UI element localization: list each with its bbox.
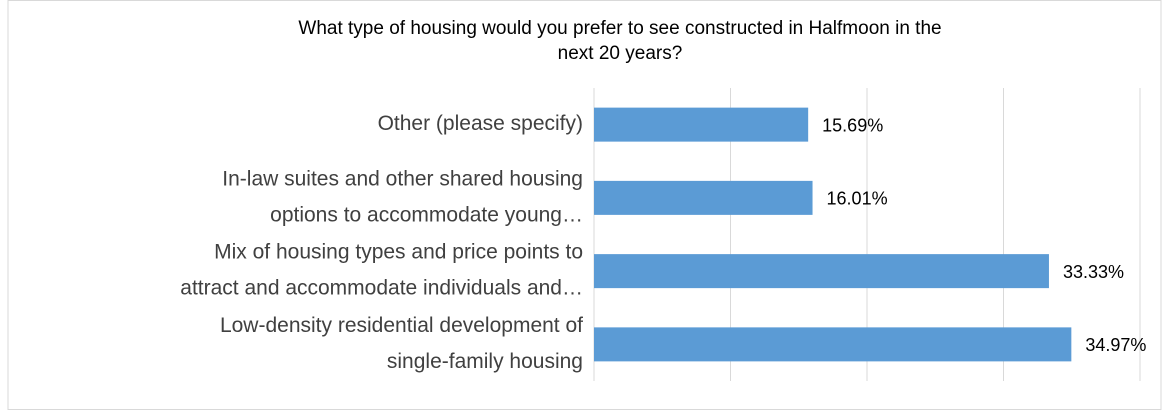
category-label: single-family housing: [387, 350, 583, 373]
bar: [594, 254, 1049, 289]
data-label: 33.33%: [1063, 262, 1124, 282]
data-label: 34.97%: [1085, 335, 1146, 355]
bar: [594, 180, 813, 215]
bar: [594, 107, 809, 142]
category-label: Mix of housing types and price points to: [214, 241, 583, 264]
category-label: options to accommodate young…: [270, 203, 583, 226]
category-label: In-law suites and other shared housing: [222, 167, 583, 190]
category-label: Low-density residential development of: [220, 314, 583, 337]
chart-title: next 20 years?: [558, 43, 683, 64]
data-label: 16.01%: [827, 189, 888, 209]
category-label: Other (please specify): [378, 112, 583, 135]
data-label: 15.69%: [822, 115, 883, 135]
chart-title: What type of housing would you prefer to…: [298, 18, 941, 39]
category-label: attract and accommodate individuals and…: [180, 277, 583, 300]
bar: [594, 327, 1072, 362]
